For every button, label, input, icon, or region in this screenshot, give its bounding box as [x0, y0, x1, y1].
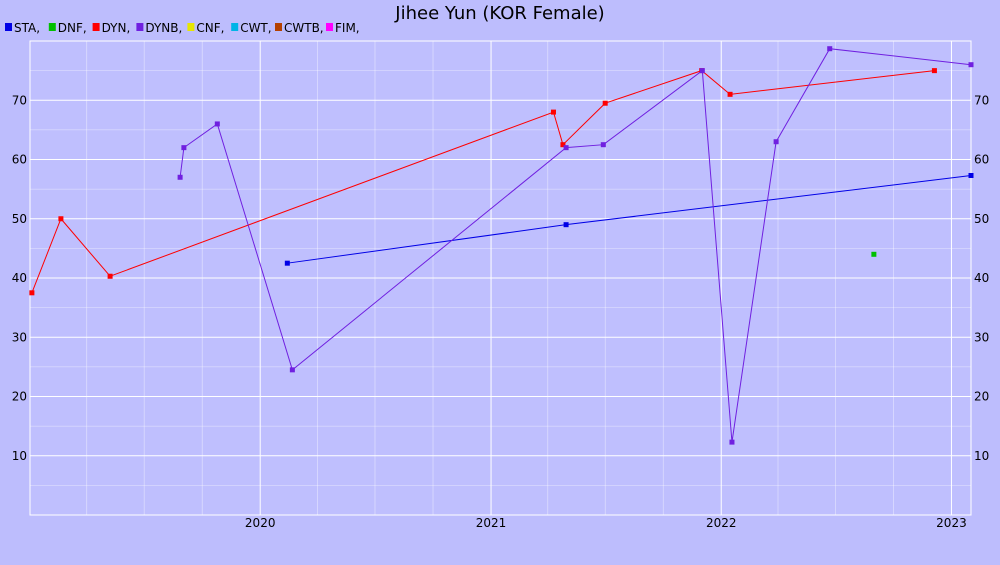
data-point [968, 62, 974, 68]
x-tick-label: 2023 [936, 516, 967, 530]
y-tick-label: 30 [12, 330, 27, 344]
legend-label: STA, [14, 21, 40, 35]
data-point [58, 216, 64, 222]
y-tick-label-right: 20 [974, 390, 989, 404]
y-tick-label: 20 [12, 390, 27, 404]
y-tick-label-right: 10 [974, 449, 989, 463]
data-point [600, 142, 606, 148]
data-point [729, 439, 735, 445]
data-point [563, 145, 569, 151]
legend-swatch [231, 23, 239, 31]
legend-swatch [326, 23, 333, 31]
x-tick-label: 2022 [706, 516, 737, 530]
y-tick-label: 70 [12, 93, 27, 107]
data-point [181, 145, 187, 151]
y-tick-label-right: 30 [974, 330, 989, 344]
data-point [29, 290, 35, 296]
y-tick-label: 60 [12, 153, 27, 167]
legend-swatch [187, 23, 195, 31]
data-point [602, 100, 608, 106]
data-point [827, 46, 833, 52]
data-point [550, 109, 556, 115]
data-point [968, 172, 974, 178]
legend-label: DYN, [102, 21, 131, 35]
y-tick-label: 40 [12, 271, 27, 285]
legend-label: DYNB, [145, 21, 182, 35]
x-tick-label: 2021 [476, 516, 507, 530]
x-axis-ticks: 2020 2021 2022 2023 [245, 516, 967, 530]
legend-swatch [275, 23, 282, 31]
y-tick-label-right: 50 [974, 212, 989, 226]
chart-title: Jihee Yun (KOR Female) [394, 3, 604, 24]
data-point [773, 139, 779, 145]
y-tick-label: 50 [12, 212, 27, 226]
data-point [931, 68, 937, 74]
legend-label: CNF, [196, 21, 224, 35]
data-point [727, 91, 733, 97]
series-layer [29, 46, 974, 445]
legend-swatch [48, 23, 56, 31]
y-tick-label: 10 [12, 449, 27, 463]
data-point [107, 273, 113, 279]
legend-swatch [136, 23, 144, 31]
legend-label: FIM, [335, 21, 360, 35]
data-point [563, 222, 569, 228]
legend-label: CWT, [240, 21, 271, 35]
data-point [699, 68, 705, 74]
grid [30, 41, 971, 515]
legend-label: CWTB, [284, 21, 324, 35]
x-tick-label: 2020 [245, 516, 276, 530]
y-tick-label-right: 70 [974, 93, 989, 107]
data-point [177, 174, 183, 180]
y-axis-ticks: 10 10 20 20 30 30 40 40 50 50 60 60 70 70 [12, 93, 990, 463]
y-tick-label-right: 40 [974, 271, 989, 285]
data-point [871, 251, 877, 257]
legend-swatch [92, 23, 100, 31]
y-tick-label-right: 60 [974, 153, 989, 167]
legend-swatch [5, 23, 12, 31]
data-point [289, 367, 295, 373]
data-point [284, 260, 290, 266]
data-point [214, 121, 220, 127]
legend-label: DNF, [58, 21, 87, 35]
data-point [560, 142, 566, 148]
legend: STA, DNF, DYN, DYNB, CNF, CWT, CWTB, FIM, [5, 21, 360, 35]
